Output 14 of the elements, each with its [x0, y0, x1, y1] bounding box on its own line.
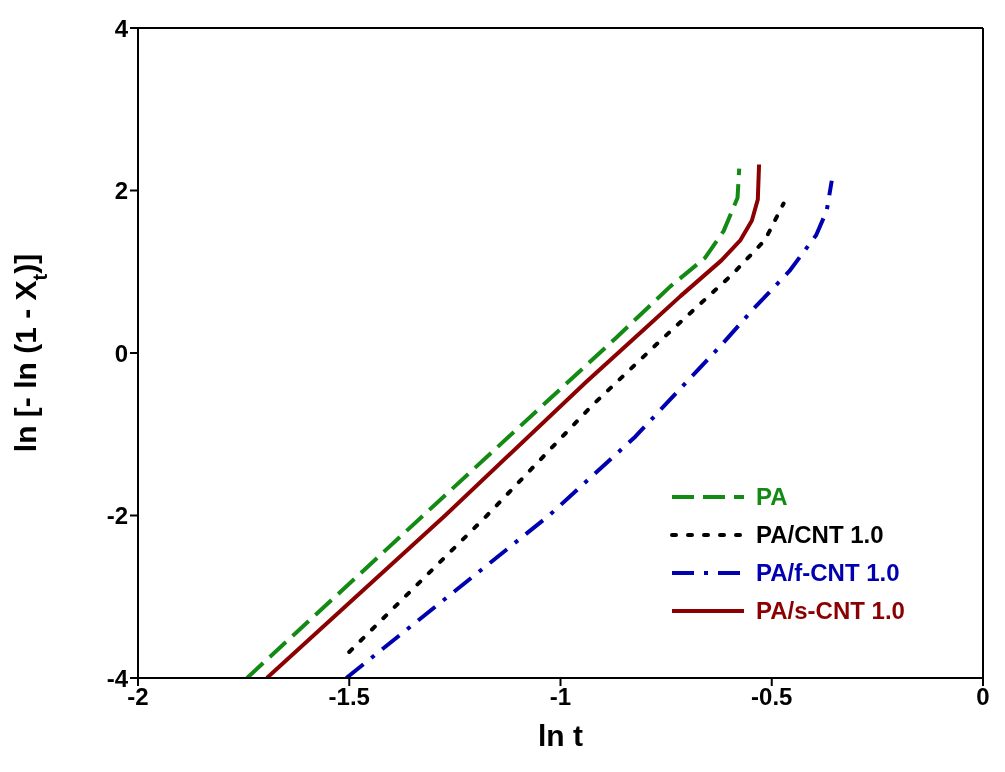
x-tick-label: -0.5	[751, 683, 793, 711]
y-tick-label: 0	[114, 339, 128, 367]
x-tick-label: -1	[549, 683, 572, 711]
y-tick-label: 4	[114, 14, 129, 42]
legend-label: PA/CNT 1.0	[756, 521, 884, 549]
legend-label: PA	[756, 483, 788, 511]
legend-label: PA/f-CNT 1.0	[756, 559, 900, 587]
x-tick-label: -1.5	[328, 683, 370, 711]
x-axis-title: ln t	[538, 719, 583, 752]
y-tick-label: -4	[106, 664, 129, 692]
legend-label: PA/s-CNT 1.0	[756, 597, 905, 625]
x-tick-label: 0	[976, 683, 990, 711]
y-tick-label: -2	[106, 502, 128, 530]
y-tick-label: 2	[114, 177, 128, 205]
